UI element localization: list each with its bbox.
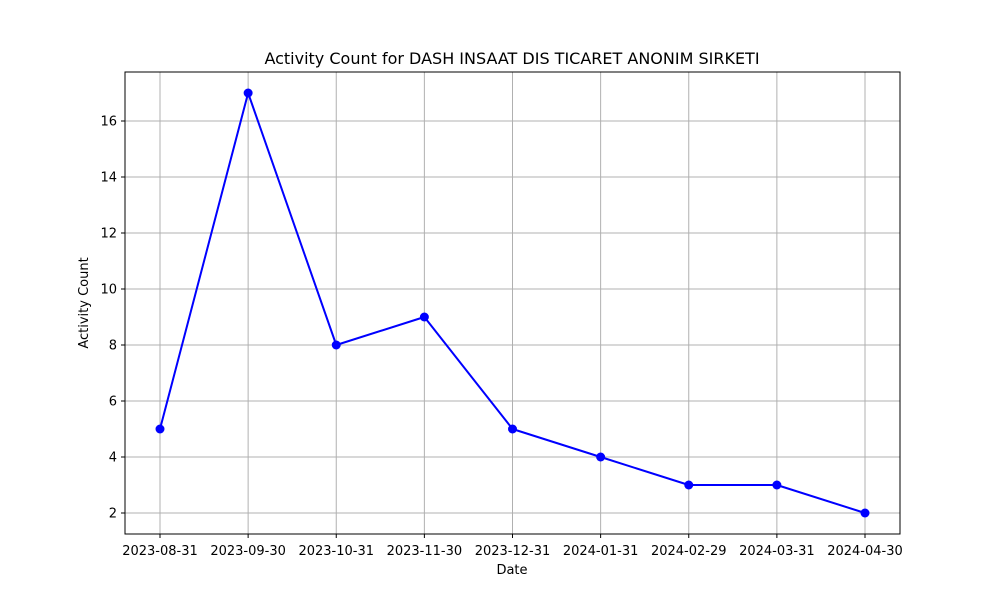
grid-lines [125,72,900,534]
y-axis-label: Activity Count [77,257,92,348]
y-tick-label: 8 [109,339,117,354]
x-tick-label: 2024-03-31 [739,544,815,559]
data-point [243,88,253,98]
data-point [155,424,165,434]
x-tick-label: 2023-08-31 [122,544,198,559]
x-tick-label: 2024-04-30 [827,544,903,559]
y-tick-label: 16 [100,115,117,130]
y-tick-label: 10 [100,283,117,298]
y-axis: 2 4 6 8 10 12 14 16 [100,115,125,522]
y-tick-label: 12 [100,227,117,242]
data-point [508,424,517,434]
y-tick-label: 2 [109,507,117,522]
x-tick-label: 2023-12-31 [475,544,551,559]
x-tick-label: 2024-01-31 [563,544,639,559]
data-point [419,312,429,322]
y-tick-label: 4 [109,451,117,466]
data-point [860,508,870,518]
x-tick-label: 2023-10-31 [298,544,374,559]
x-axis: 2023-08-31 2023-09-30 2023-10-31 2023-11-30… [122,534,903,559]
x-tick-label: 2024-02-29 [651,544,727,559]
y-tick-label: 6 [109,395,117,410]
chart-title: Activity Count for DASH INSAAT DIS TICAR… [264,49,759,68]
x-axis-label: Date [496,563,527,578]
y-tick-label: 14 [100,171,117,186]
data-point [772,480,782,490]
data-point [596,452,606,462]
data-series [155,88,870,518]
x-tick-label: 2023-11-30 [387,544,463,559]
x-tick-label: 2023-09-30 [210,544,286,559]
data-point [331,340,341,350]
data-point [684,480,694,490]
